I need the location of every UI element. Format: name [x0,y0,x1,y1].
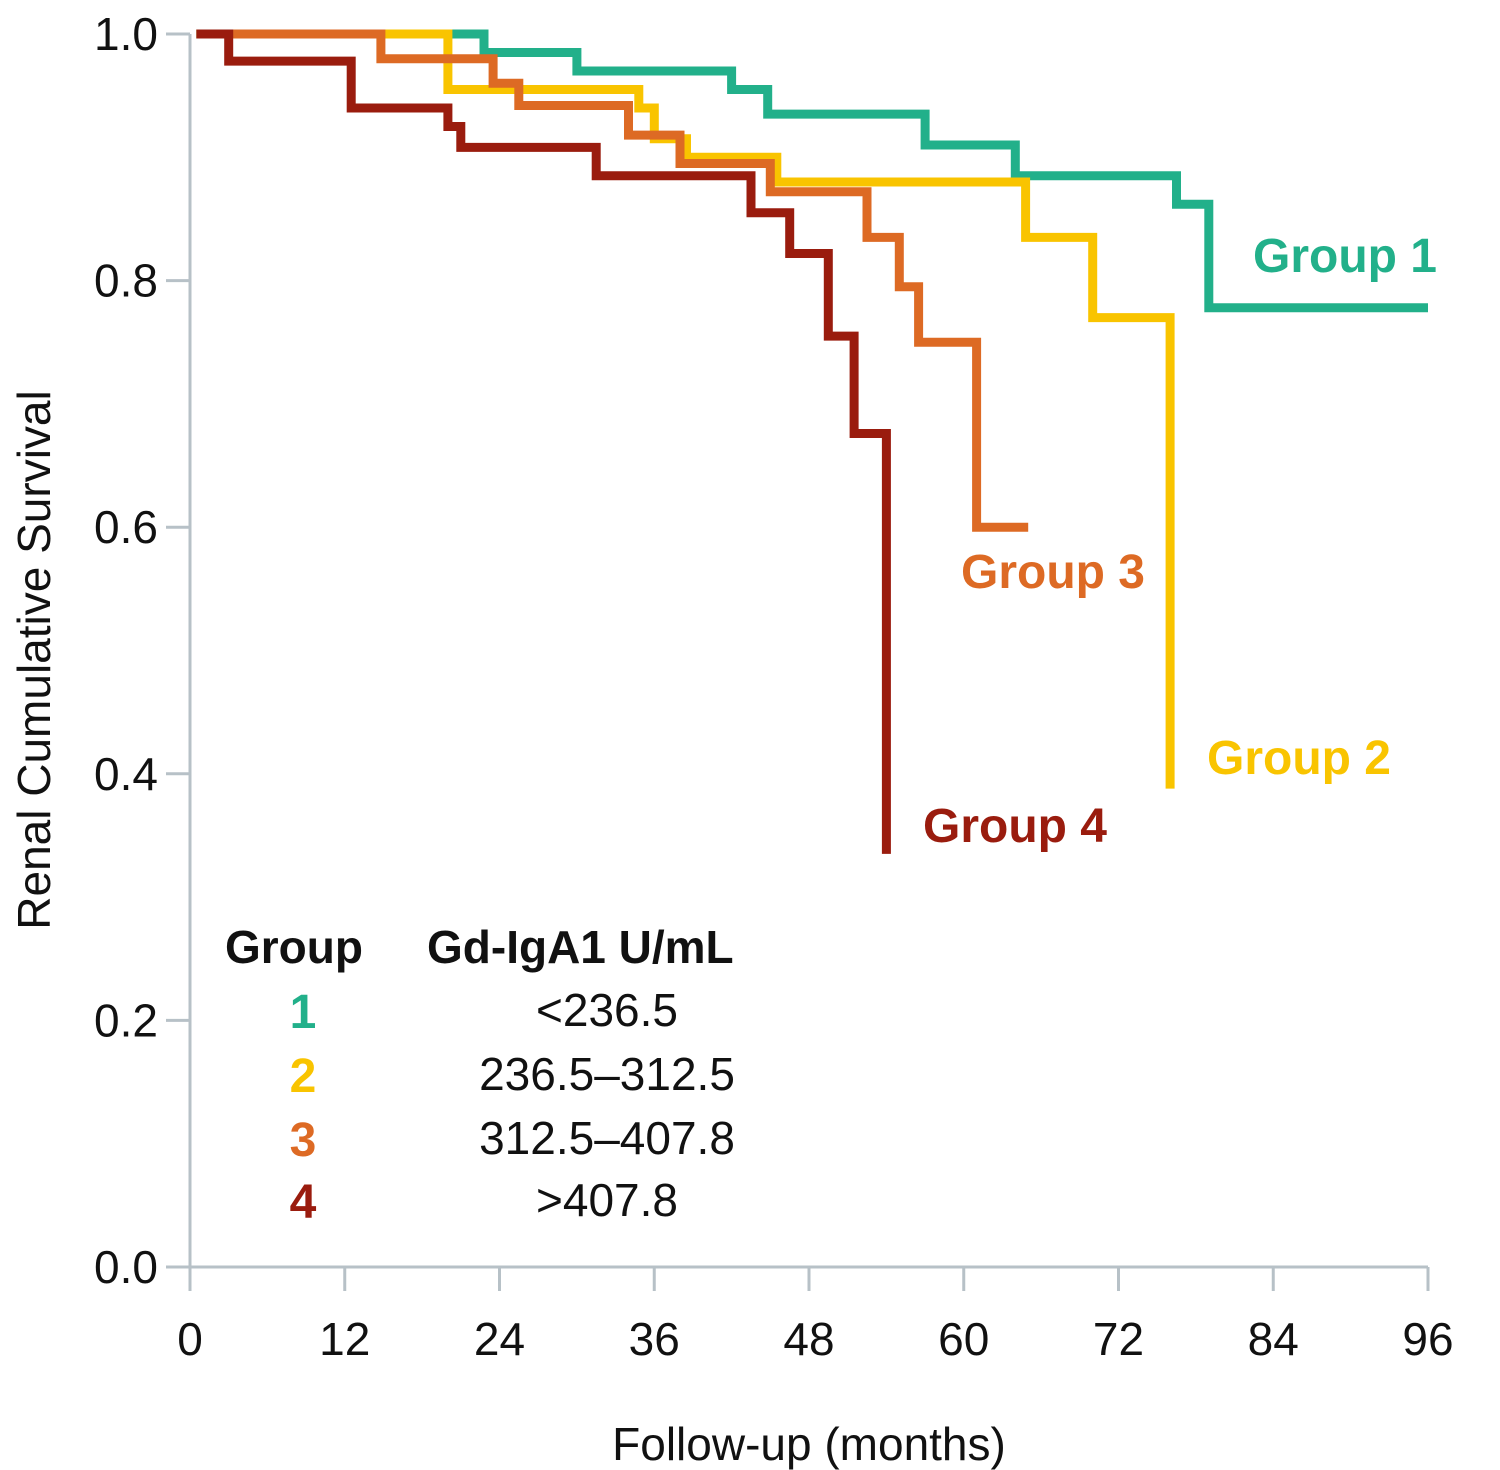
legend-table: Group Gd-IgA1 U/mL 1 <236.5 2 236.5–312.… [225,921,735,1229]
legend-row-4-number: 4 [290,1176,317,1229]
x-tick-label-0: 0 [177,1313,203,1365]
legend-row-2-number: 2 [290,1050,317,1103]
y-tick-label-3: 0.6 [94,501,158,553]
x-tick-label-3: 36 [629,1313,680,1365]
legend-row-1-number: 1 [290,986,317,1039]
legend-row-3-range: 312.5–407.8 [479,1112,735,1164]
y-tick-label-0: 0.0 [94,1241,158,1293]
series-label-group-3: Group 3 [961,546,1145,599]
x-tick-label-4: 48 [783,1313,834,1365]
series-line-group-2 [196,29,1175,789]
series-lines [196,29,1428,854]
series-label-group-4: Group 4 [923,800,1107,853]
axes: 0.00.20.40.60.81.00 12 24 36 48 60 72 84 96 [94,8,1454,1365]
x-tick-label-6: 72 [1093,1313,1144,1365]
x-tick-label-1: 12 [319,1313,370,1365]
legend-header-group: Group [225,921,363,973]
x-tick-label-5: 60 [938,1313,989,1365]
x-tick-label-2: 24 [474,1313,525,1365]
y-tick-label-5: 1.0 [94,8,158,60]
series-line-group-4 [196,29,891,854]
legend-header-value: Gd-IgA1 U/mL [427,921,734,973]
series-labels: Group 1 Group 3 Group 2 Group 4 [923,230,1437,853]
y-tick-label-4: 0.8 [94,255,158,307]
series-line-group-1 [196,29,1428,313]
legend-row-1-range: <236.5 [536,984,678,1036]
y-tick-label-1: 0.2 [94,994,158,1046]
series-label-group-2: Group 2 [1207,732,1391,785]
legend-row-3-number: 3 [290,1114,317,1167]
y-tick-label-2: 0.4 [94,748,158,800]
x-axis-title: Follow-up (months) [612,1418,1006,1470]
legend-row-2-range: 236.5–312.5 [479,1048,735,1100]
series-line-group-3 [196,29,1029,532]
legend-row-4-range: >407.8 [536,1174,678,1226]
x-tick-label-7: 84 [1248,1313,1299,1365]
series-label-group-1: Group 1 [1253,230,1437,283]
y-axis-title: Renal Cumulative Survival [8,390,60,929]
x-tick-label-8: 96 [1402,1313,1453,1365]
